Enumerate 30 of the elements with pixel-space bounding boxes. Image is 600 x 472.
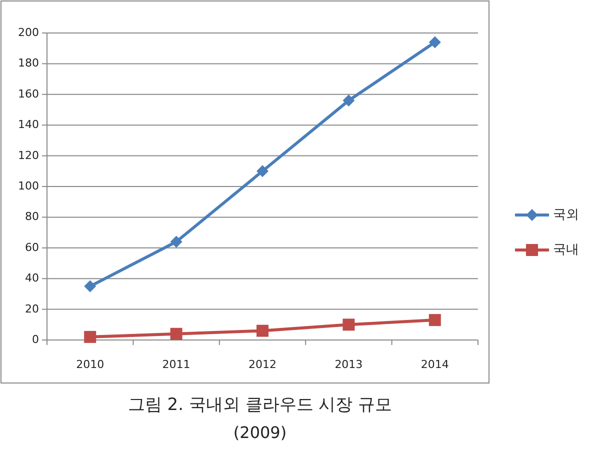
point <box>428 36 441 48</box>
point <box>342 318 355 331</box>
text: 그림 2. 국내외 클라우드 시장 규모 <box>128 395 392 415</box>
x-tick-label: 2013 <box>334 358 363 371</box>
y-tick-label: 20 <box>25 302 39 316</box>
x-tick-label: 2012 <box>248 358 276 371</box>
y-tick-label: 140 <box>18 118 39 132</box>
point <box>342 94 355 107</box>
y-tick-label: 200 <box>18 26 39 40</box>
legend-label: 국내 <box>553 242 579 258</box>
y-tick-label: 40 <box>25 272 39 285</box>
point <box>256 324 268 337</box>
y-tick-label: 60 <box>25 240 39 254</box>
point <box>256 165 268 178</box>
legend-label: 국외 <box>553 208 579 223</box>
y-tick-label: 80 <box>25 210 39 224</box>
y-tick-label: 0 <box>32 333 39 346</box>
point <box>84 280 96 292</box>
x-tick-label: 2014 <box>420 358 449 371</box>
y-tick-label: 100 <box>18 180 39 193</box>
text: (2009) <box>233 423 287 442</box>
x-tick-label: 2011 <box>162 358 190 371</box>
y-tick-label: 160 <box>18 87 39 100</box>
point <box>84 330 96 343</box>
x-tick-label: 2010 <box>76 358 104 371</box>
point <box>428 314 441 326</box>
y-tick-label: 120 <box>18 148 39 162</box>
point <box>170 328 182 340</box>
point <box>170 236 182 248</box>
y-tick-label: 180 <box>18 56 39 70</box>
